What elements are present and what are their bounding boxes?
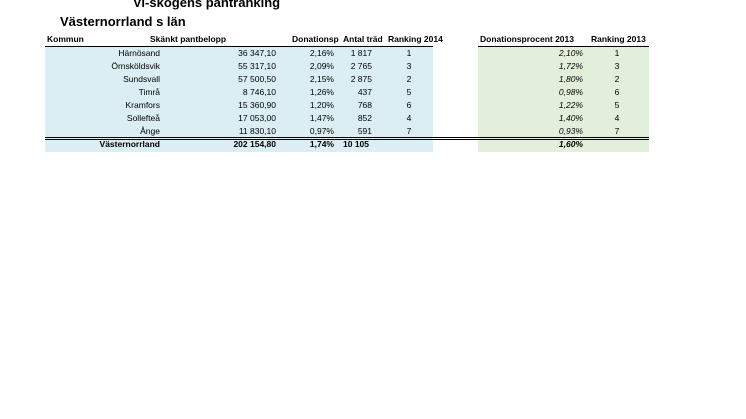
table-cell: Härnösand xyxy=(118,48,160,58)
column-header: Antal träd xyxy=(343,34,383,44)
table-cell: 852 xyxy=(357,113,372,123)
table-cell: 1 817 xyxy=(350,48,372,58)
column-header: Ranking 2014 xyxy=(388,34,443,44)
header-line xyxy=(45,46,433,47)
column-header: Donationsp xyxy=(292,34,339,44)
table-cell: 1 xyxy=(406,48,412,58)
table-cell: 57 500,50 xyxy=(238,74,276,84)
table-cell: 1,80% xyxy=(558,74,583,84)
table-cell: Örnsköldsvik xyxy=(111,61,160,71)
table-cell: Kramfors xyxy=(125,100,160,110)
table-cell: 1,22% xyxy=(558,100,583,110)
column-header: Skänkt pantbelopp xyxy=(150,34,227,44)
total-cell: 202 154,80 xyxy=(233,139,276,149)
table-cell: Sollefteå xyxy=(126,113,160,123)
table-cell: 1,40% xyxy=(558,113,583,123)
table-cell: 1 xyxy=(614,48,620,58)
table-cell: 0,93% xyxy=(558,126,583,136)
header-line xyxy=(478,46,649,47)
total-cell: 10 105 xyxy=(343,139,369,149)
table-cell: 1,26% xyxy=(309,87,334,97)
table-cell: 4 xyxy=(614,113,620,123)
table-cell: 36 347,10 xyxy=(238,48,276,58)
table-cell: 3 xyxy=(406,61,412,71)
table-cell: 7 xyxy=(614,126,620,136)
table-cell: 17 053,00 xyxy=(238,113,276,123)
table-cell: 2,09% xyxy=(309,61,334,71)
table-cell: 1,72% xyxy=(558,61,583,71)
table-cell: 3 xyxy=(614,61,620,71)
table-cell: 768 xyxy=(357,100,372,110)
table-cell: 8 746,10 xyxy=(242,87,276,97)
total-cell: 1,74% xyxy=(309,139,334,149)
table-cell: 15 360,90 xyxy=(238,100,276,110)
column-header: Kommun xyxy=(47,34,84,44)
table-cell: 2 xyxy=(406,74,412,84)
table-cell: 2,16% xyxy=(309,48,334,58)
table-cell: Sundsvall xyxy=(123,74,160,84)
table-cell: 2,15% xyxy=(309,74,334,84)
table-cell: 0,98% xyxy=(558,87,583,97)
table-cell: 7 xyxy=(406,126,412,136)
column-header: Ranking 2013 xyxy=(591,34,646,44)
total-line xyxy=(45,137,649,140)
table-cell: 2 xyxy=(614,74,620,84)
table-cell: 0,97% xyxy=(309,126,334,136)
table-cell: 6 xyxy=(614,87,620,97)
total-cell: Västernorrland xyxy=(99,139,160,149)
subtitle: Västernorrland s län xyxy=(60,14,186,29)
table-cell: 1,20% xyxy=(309,100,334,110)
table-cell: 1,47% xyxy=(309,113,334,123)
table-cell: 6 xyxy=(406,100,412,110)
table-cell: 2 765 xyxy=(350,61,372,71)
total-cell: 1,60% xyxy=(558,139,583,149)
table-cell: 591 xyxy=(357,126,372,136)
title: Vi-skogens pantranking xyxy=(133,0,281,10)
table-cell: 5 xyxy=(614,100,620,110)
table-cell: 2,10% xyxy=(558,48,583,58)
blue-area xyxy=(45,46,433,152)
table-cell: 55 317,10 xyxy=(238,61,276,71)
table-cell: 5 xyxy=(406,87,412,97)
table-cell: Timrå xyxy=(138,87,160,97)
table-cell: 2 875 xyxy=(350,74,372,84)
table-cell: Ånge xyxy=(140,126,160,136)
table-cell: 4 xyxy=(406,113,412,123)
table-cell: 11 830,10 xyxy=(238,126,276,136)
green-area xyxy=(478,46,649,152)
table-cell: 437 xyxy=(357,87,372,97)
column-header: Donationsprocent 2013 xyxy=(480,34,574,44)
